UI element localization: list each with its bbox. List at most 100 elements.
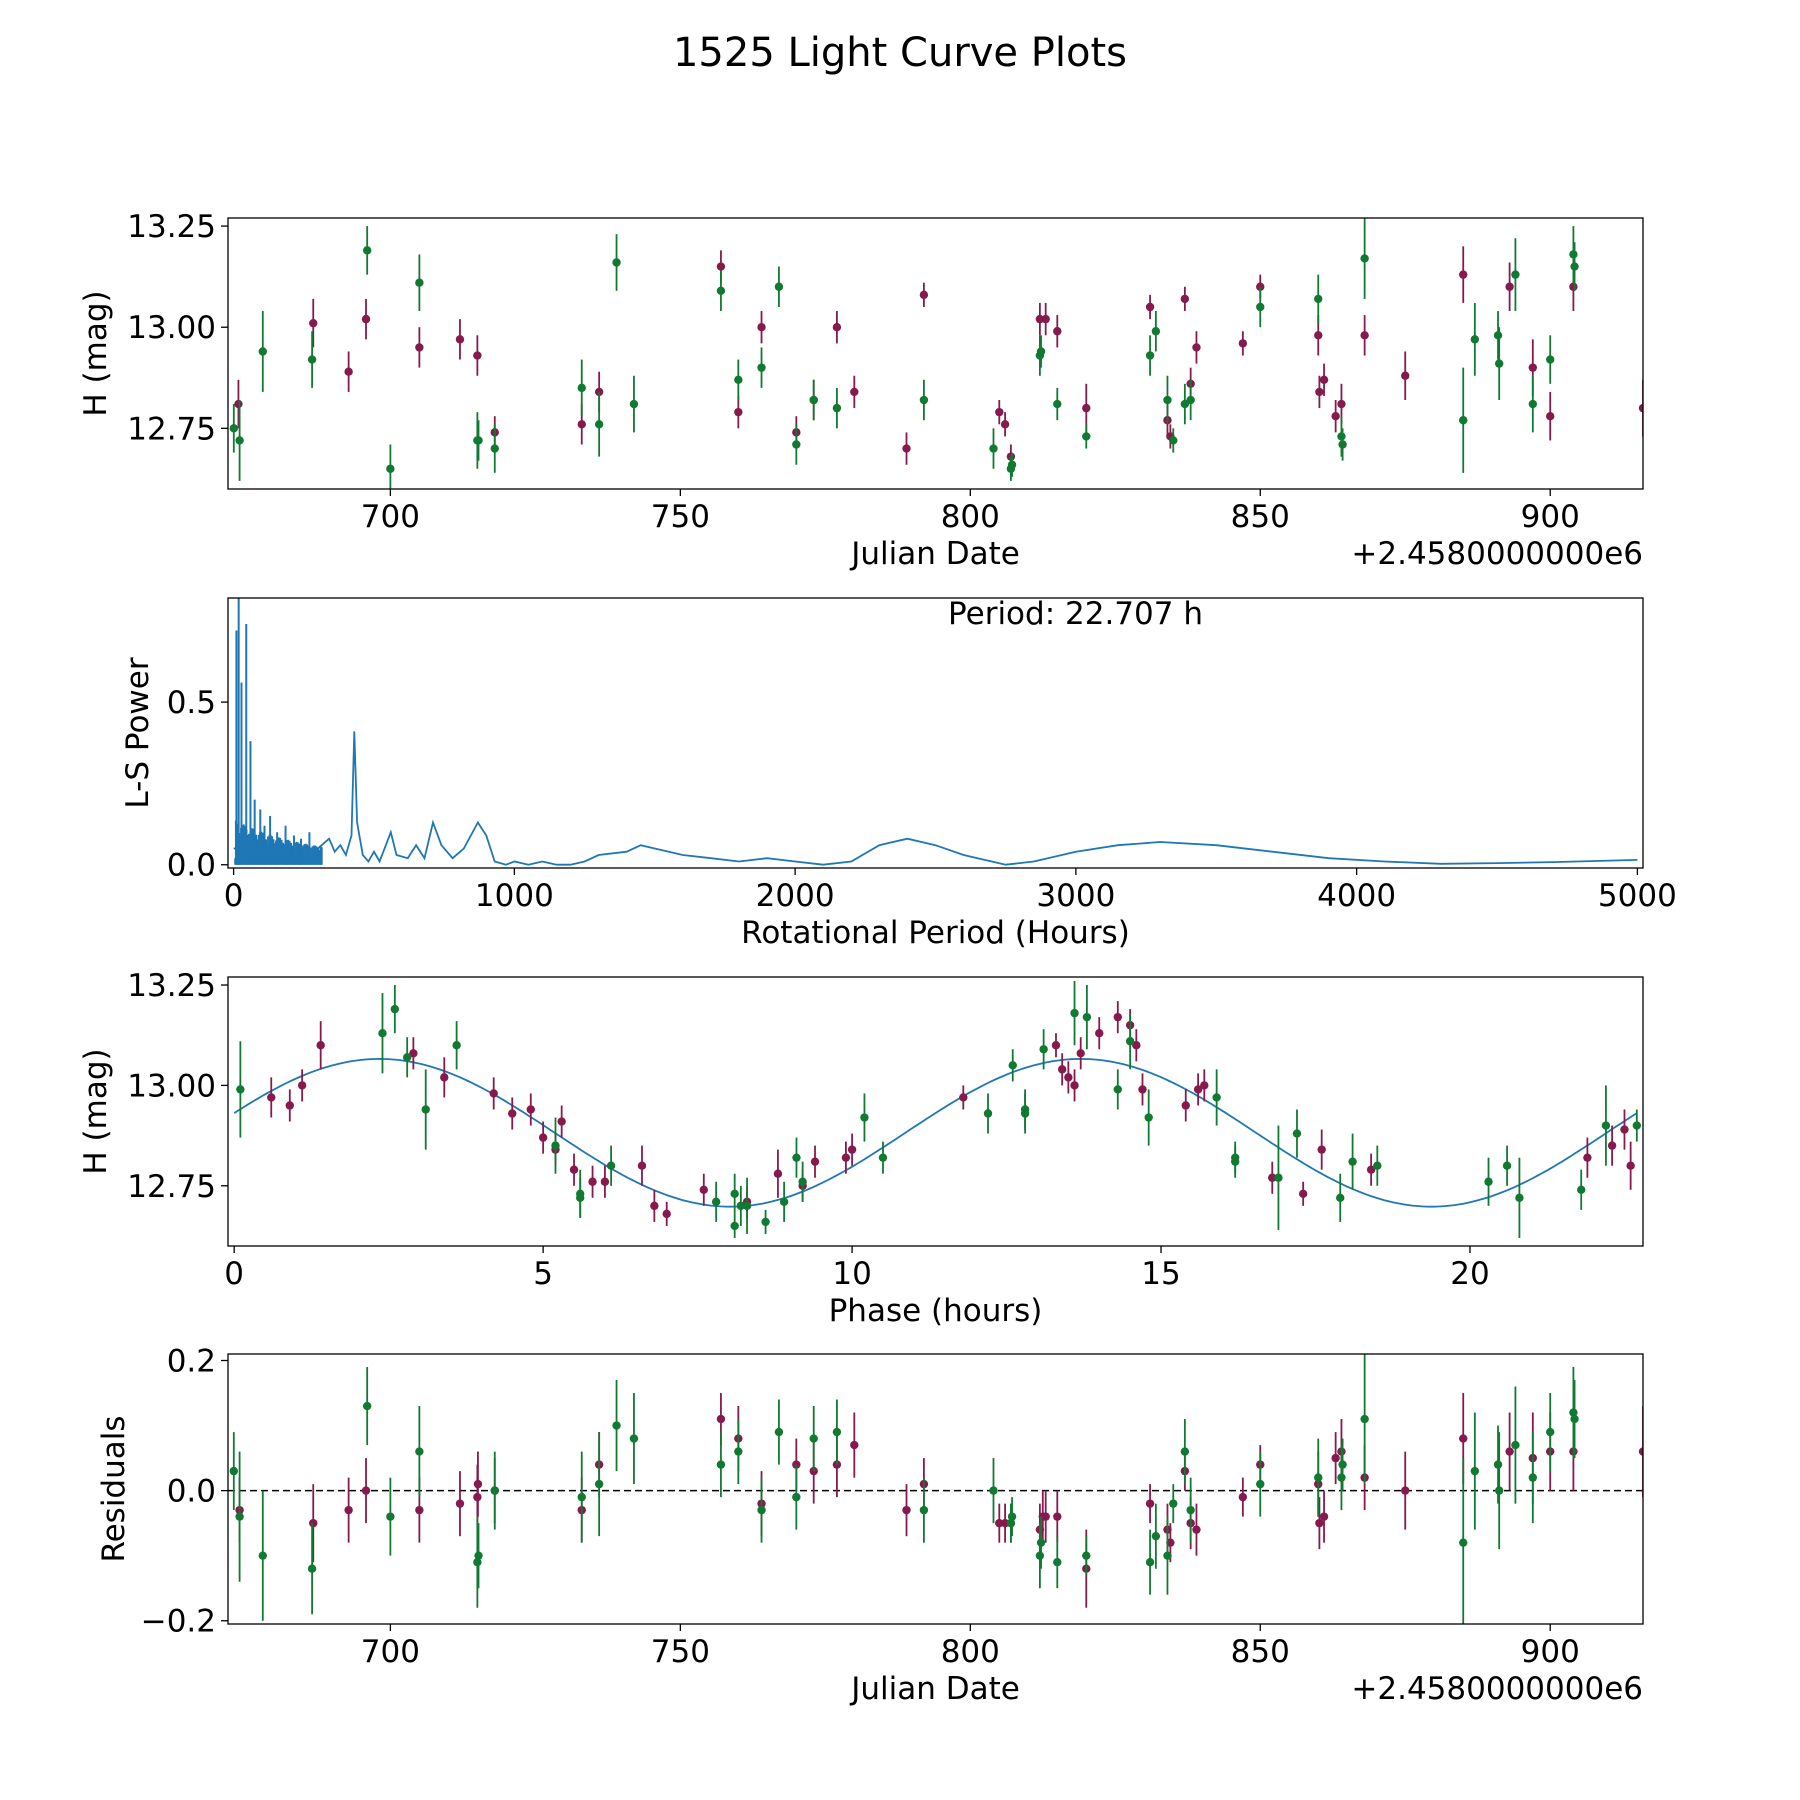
plot-area [233, 598, 1638, 866]
data-point [1036, 1538, 1046, 1547]
data-point [234, 399, 243, 409]
data-point [1528, 363, 1538, 372]
data-point [1082, 1012, 1092, 1022]
data-point [959, 1093, 968, 1102]
data-point [1238, 339, 1248, 348]
data-point [606, 1161, 616, 1170]
data-point [1076, 1049, 1085, 1058]
data-point [832, 323, 842, 332]
data-point [1169, 1499, 1178, 1508]
data-point [1051, 1041, 1061, 1050]
y-tick-label: −0.2 [141, 1604, 216, 1640]
data-point [1583, 1153, 1592, 1162]
data-point [1238, 1492, 1248, 1502]
x-axis-label: Julian Date [849, 1671, 1020, 1707]
data-point [258, 1551, 267, 1560]
data-point [440, 1073, 449, 1082]
data-point [850, 387, 859, 397]
data-point [1360, 331, 1369, 340]
data-point [1470, 335, 1480, 344]
y-tick-label: 12.75 [127, 1169, 216, 1205]
data-point [474, 436, 483, 445]
data-point [832, 1427, 842, 1437]
data-point [757, 363, 766, 372]
data-point [1036, 347, 1046, 356]
y-tick-label: 13.25 [127, 968, 216, 1004]
data-point [1053, 1557, 1062, 1567]
data-point [1511, 270, 1520, 279]
data-point [1070, 1081, 1079, 1090]
data-point [1192, 1525, 1201, 1534]
data-point [716, 1460, 726, 1469]
plot-area [229, 218, 1643, 489]
data-point [1319, 1512, 1329, 1521]
data-point [285, 1101, 294, 1110]
x-tick-label: 2000 [756, 878, 835, 914]
data-point [1459, 1434, 1468, 1443]
data-point [1095, 1029, 1104, 1038]
x-tick-label: 800 [941, 499, 1000, 535]
data-point [1138, 1085, 1147, 1094]
data-point [1298, 1189, 1308, 1199]
data-point [699, 1185, 708, 1194]
data-point [734, 407, 743, 417]
x-tick-label: 0 [224, 1256, 244, 1292]
data-point [1193, 1085, 1203, 1094]
x-axis-label: Phase (hours) [829, 1293, 1043, 1329]
data-point [1000, 1518, 1010, 1528]
figure-title: 1525 Light Curve Plots [672, 30, 1127, 76]
data-point [1274, 1173, 1283, 1182]
data-point [1145, 1557, 1155, 1567]
data-point [402, 1053, 412, 1062]
data-point [490, 1486, 499, 1495]
y-tick-label: 13.00 [127, 1068, 216, 1104]
data-point [236, 1085, 245, 1094]
data-point [1125, 1037, 1135, 1046]
x-tick-label: 3000 [1036, 878, 1115, 914]
data-point [612, 1421, 621, 1430]
data-point [989, 1486, 998, 1495]
data-point [809, 395, 818, 405]
data-point [1546, 355, 1555, 364]
data-point [1180, 294, 1190, 304]
data-point [1459, 1538, 1468, 1547]
series-green [229, 218, 1579, 489]
series-green [229, 1354, 1579, 1624]
data-point [362, 246, 372, 255]
data-point [1401, 371, 1410, 380]
x-tick-label: 10 [832, 1256, 871, 1292]
data-point [1569, 1408, 1578, 1417]
data-point [711, 1197, 721, 1207]
data-point [1315, 387, 1324, 397]
data-point [1053, 399, 1062, 409]
data-point [1493, 331, 1503, 340]
data-point [490, 444, 499, 453]
data-point [1569, 282, 1578, 291]
data-point [1515, 1193, 1524, 1203]
data-point [1053, 1512, 1062, 1521]
data-point [1505, 1447, 1514, 1456]
x-tick-label: 15 [1141, 1256, 1180, 1292]
data-point [983, 1109, 993, 1118]
data-point [1511, 1440, 1520, 1450]
y-axis-label: H (mag) [78, 1048, 114, 1174]
data-point [798, 1177, 807, 1186]
periodogram-forest [234, 598, 323, 865]
data-point [1638, 1447, 1643, 1456]
axes-frame [227, 217, 1644, 490]
data-point [309, 1518, 318, 1528]
residuals-panel: 700 750 800 850 900 −0.2 0.0 0.2 Julian Date Resi… [96, 1344, 1644, 1707]
data-point [557, 1117, 566, 1126]
data-point [1145, 302, 1155, 312]
periodogram-panel: 0 1000 2000 3000 4000 5000 0.0 0.5 Rotational Pe… [120, 596, 1677, 951]
data-point [919, 1505, 929, 1515]
y-tick-label: 12.75 [127, 411, 216, 447]
data-point [1337, 399, 1346, 409]
data-point [473, 1479, 483, 1489]
data-point [1317, 1145, 1326, 1154]
data-point [577, 420, 586, 429]
data-point [1570, 1414, 1579, 1424]
data-point [1570, 262, 1579, 271]
data-point [792, 1153, 801, 1162]
data-point [1494, 1486, 1504, 1495]
